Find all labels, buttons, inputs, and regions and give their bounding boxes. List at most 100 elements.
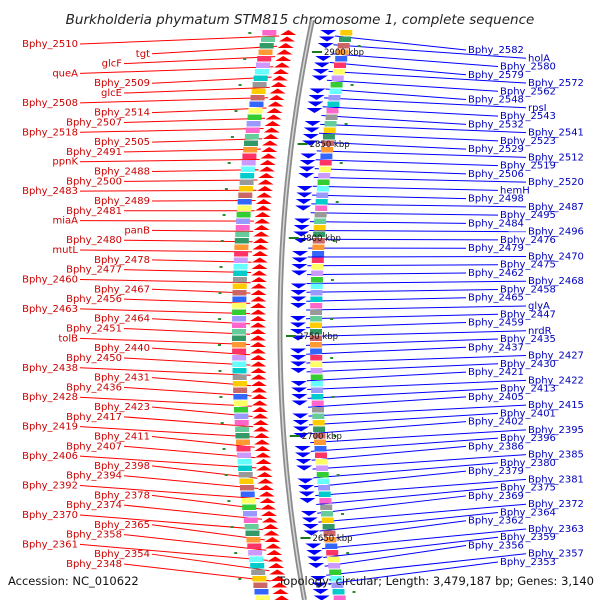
feature-band [236, 439, 250, 445]
reverse-gene-arrow [307, 556, 324, 562]
left-connector [79, 97, 269, 104]
left-connector [123, 534, 267, 551]
gc-tick [224, 188, 228, 190]
feature-band [334, 62, 346, 68]
forward-gene-arrow [270, 82, 287, 87]
left-connector [123, 269, 252, 273]
feature-band [313, 426, 326, 432]
feature-band [232, 309, 247, 315]
left-gene-label: Bphy_2440 [94, 343, 150, 354]
reverse-gene-arrow [307, 101, 324, 107]
feature-band [322, 134, 335, 140]
kbp-label: 2650 kbp [313, 534, 353, 544]
forward-gene-arrow [254, 439, 271, 445]
left-gene-label: Bphy_2370 [22, 510, 78, 521]
gc-tick [222, 214, 226, 216]
forward-gene-arrow [274, 595, 289, 600]
right-gene-label: Bphy_2381 [528, 474, 584, 485]
right-connector [307, 396, 467, 408]
reverse-gene-arrow [294, 218, 311, 224]
left-connector [151, 76, 272, 84]
feature-band [327, 101, 340, 107]
right-gene-label: Bphy_2386 [468, 441, 524, 452]
forward-gene-arrow [272, 69, 289, 74]
feature-band [310, 309, 323, 315]
right-connector [305, 313, 499, 320]
gc-tick [218, 344, 221, 346]
left-gene-label: Bphy_2463 [22, 304, 78, 315]
right-gene-label: Bphy_2496 [528, 227, 584, 238]
feature-band [311, 264, 324, 270]
feature-band [317, 179, 330, 185]
gc-tick [335, 201, 339, 203]
reverse-gene-arrow [301, 517, 318, 523]
reverse-gene-arrow [292, 251, 309, 256]
left-gene-label: Bphy_2488 [94, 167, 150, 178]
left-connector [79, 455, 257, 469]
feature-band [232, 296, 247, 302]
feature-band [232, 355, 247, 361]
gc-tick [336, 474, 340, 476]
right-connector [306, 363, 499, 373]
reverse-gene-arrow [304, 121, 321, 126]
right-gene-label: Bphy_2470 [528, 251, 584, 262]
left-connector [79, 189, 257, 192]
right-connector [308, 238, 499, 241]
reverse-gene-arrow [314, 62, 331, 68]
forward-gene-arrow [268, 95, 285, 100]
left-gene-label: tgt [136, 49, 150, 60]
feature-band [245, 530, 260, 536]
forward-gene-arrow [260, 511, 277, 516]
feature-band [235, 426, 250, 432]
right-connector [307, 388, 499, 399]
left-connector [123, 117, 266, 123]
left-connector [123, 179, 258, 182]
feature-band [311, 257, 324, 263]
left-connector [79, 396, 252, 407]
forward-gene-arrow [250, 342, 267, 347]
right-gene-label: hemH [500, 185, 530, 196]
left-gene-label: Bphy_2417 [66, 412, 122, 423]
right-gene-label: holA [528, 53, 550, 64]
feature-band [233, 257, 248, 263]
feature-band [234, 238, 249, 244]
forward-gene-arrow [257, 478, 274, 484]
right-connector [314, 470, 467, 488]
feature-band [232, 374, 247, 380]
reverse-gene-arrow [290, 303, 307, 308]
feature-band [311, 394, 324, 400]
right-gene-label: glyA [528, 301, 550, 312]
right-gene-label: Bphy_2520 [528, 177, 584, 188]
reverse-gene-arrow [313, 595, 330, 600]
right-gene-label: Bphy_2353 [500, 557, 556, 568]
right-gene-label: Bphy_2362 [468, 516, 524, 527]
feature-band [315, 205, 328, 211]
reverse-gene-arrow [292, 238, 309, 243]
forward-gene-arrow [254, 212, 271, 217]
left-gene-label: Bphy_2436 [66, 382, 122, 393]
feature-band [329, 88, 342, 94]
left-connector [151, 45, 278, 55]
right-connector [310, 429, 527, 444]
right-connector [320, 520, 467, 541]
right-connector [306, 280, 527, 284]
feature-band [310, 342, 322, 348]
feature-band [310, 277, 323, 283]
left-connector [151, 524, 265, 541]
right-connector [327, 561, 499, 585]
feature-band [250, 95, 265, 101]
feature-band [232, 290, 247, 296]
reverse-gene-arrow [290, 329, 307, 334]
left-connector [79, 485, 260, 500]
left-gene-label: Bphy_2491 [66, 147, 122, 158]
left-gene-label: Bphy_2467 [94, 284, 150, 295]
left-connector [123, 504, 263, 520]
feature-band [245, 127, 260, 133]
reverse-gene-arrow [309, 88, 326, 94]
right-gene-label: Bphy_2372 [528, 499, 584, 510]
feature-band [312, 407, 324, 413]
feature-band [310, 303, 323, 309]
gc-tick [230, 526, 234, 528]
left-gene-label: Bphy_2464 [94, 314, 150, 325]
reverse-gene-arrow [300, 153, 317, 159]
